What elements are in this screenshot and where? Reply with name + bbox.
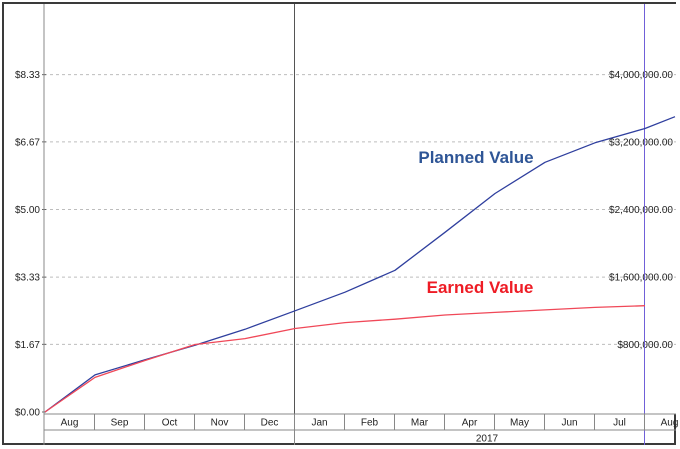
- time-markers: [294, 4, 645, 445]
- month-label: Nov: [211, 418, 229, 429]
- right-tick-label: $3,200,000.00: [609, 138, 673, 149]
- timescale: Aug Sep Oct Nov Dec Jan Feb Mar Apr May Jun Jul Aug …: [43, 413, 678, 445]
- right-axis: $800,000.00 $1,600,000.00 $2,400,000.00 $3,…: [609, 70, 673, 351]
- series-lines: [44, 116, 676, 413]
- left-tick-label: $3.33: [15, 273, 40, 284]
- left-tick-label: $1.67: [15, 340, 40, 351]
- left-tick-label: $6.67: [15, 137, 40, 148]
- left-tick-label: $8.33: [15, 70, 40, 81]
- month-label: Jan: [311, 418, 327, 429]
- month-label: Dec: [261, 418, 279, 429]
- month-label: Aug: [61, 418, 79, 429]
- right-tick-label: $1,600,000.00: [609, 273, 673, 284]
- earned-value-line: [44, 305, 646, 413]
- right-tick-label: $2,400,000.00: [609, 205, 673, 216]
- month-label: Jul: [613, 418, 626, 429]
- chart-svg: $0.00 $1.67 $3.33 $5.00 $6.67 $8.33 $800,000.…: [4, 4, 678, 445]
- planned-value-label: Planned Value: [418, 148, 533, 167]
- month-label: Jun: [561, 418, 577, 429]
- right-tick-label: $800,000.00: [617, 340, 673, 351]
- month-label: Apr: [462, 418, 478, 429]
- month-label: Feb: [361, 418, 379, 429]
- earned-value-label: Earned Value: [427, 278, 534, 297]
- month-label: Oct: [162, 418, 178, 429]
- left-axis: $0.00 $1.67 $3.33 $5.00 $6.67 $8.33: [15, 4, 46, 419]
- month-label: Sep: [111, 418, 129, 429]
- left-tick-label: $5.00: [15, 205, 40, 216]
- right-tick-label: $4,000,000.00: [609, 70, 673, 81]
- left-tick-label: $0.00: [15, 408, 40, 419]
- month-label: Aug: [661, 418, 678, 429]
- year-label: 2017: [476, 434, 499, 445]
- month-label: Mar: [411, 418, 429, 429]
- month-label: May: [510, 418, 529, 429]
